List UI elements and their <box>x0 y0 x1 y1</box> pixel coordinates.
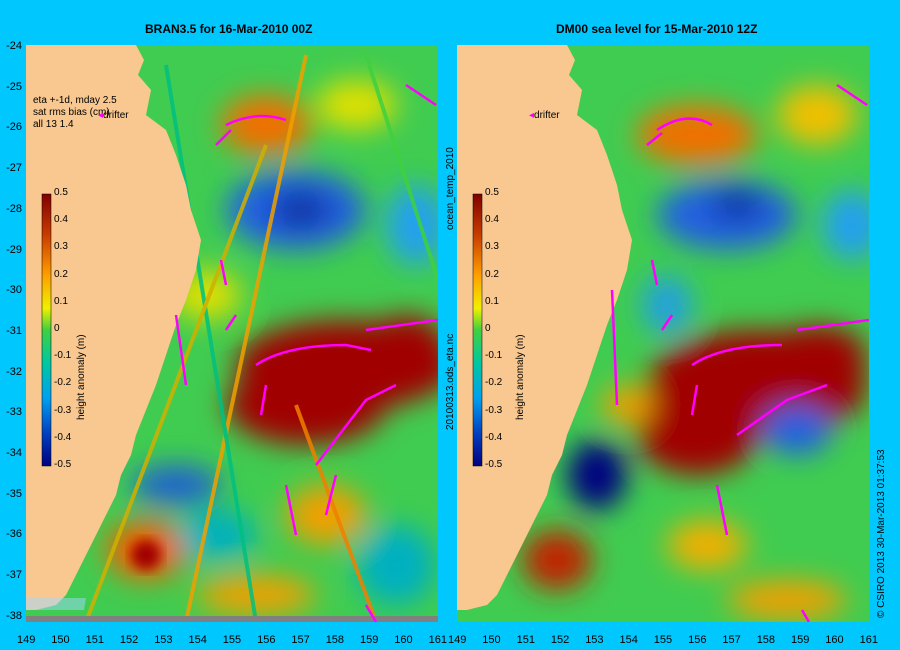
drifter-arrow-icon: ◂ <box>98 110 104 121</box>
colorbar <box>41 193 52 467</box>
x-tick-label: 159 <box>360 634 379 646</box>
drifter-tracks <box>174 83 438 622</box>
colorbar-tick-label: -0.2 <box>54 377 72 389</box>
y-tick-label: -38 <box>6 609 22 622</box>
drifter-legend-left: ◂drifter <box>98 110 129 122</box>
center-label-ods: 20100313.ods_eta.nc <box>445 333 456 430</box>
x-tick-label: 152 <box>119 634 139 646</box>
x-tick-label: 161 <box>859 634 878 646</box>
x-tick-label: 152 <box>550 634 570 646</box>
y-tick-label: -31 <box>6 324 22 337</box>
left-map-panel[interactable]: eta +-1d, mday 2.5 sat rms bias (cm) all… <box>26 45 438 622</box>
colorbar-tick-label: -0.3 <box>54 404 72 416</box>
x-tick-label: 150 <box>51 634 70 646</box>
colorbar-tick-label: 0.2 <box>485 268 499 280</box>
y-tick-label: -33 <box>6 406 22 419</box>
y-tick-label: -35 <box>6 487 22 500</box>
colorbar-tick-label: 0.2 <box>54 268 68 280</box>
x-tick-label: 157 <box>722 634 741 646</box>
copyright-label: © CSIRO 2013 30-Mar-2013 01:37:53 <box>876 449 887 618</box>
y-tick-label: -34 <box>6 447 22 459</box>
y-tick-label: -28 <box>6 202 22 215</box>
colorbar-tick-label: -0.5 <box>485 459 503 470</box>
colorbar-label-right: height anomaly (m) <box>515 334 526 420</box>
colorbar-tick-label: -0.2 <box>485 377 503 389</box>
drifter-legend-label: drifter <box>534 110 560 121</box>
colorbar-tick-label: -0.4 <box>54 431 72 443</box>
x-tick-label: 153 <box>154 634 173 646</box>
colorbar-tick-label: 0 <box>485 323 491 334</box>
x-tick-label: 161 <box>428 634 447 646</box>
x-tick-label: 156 <box>257 634 276 646</box>
x-tick-label: 159 <box>791 634 810 646</box>
y-tick-label: -32 <box>6 365 22 378</box>
colorbar-tick-label: -0.4 <box>485 431 503 443</box>
left-info-text: eta +-1d, mday 2.5 sat rms bias (cm) all… <box>33 95 117 131</box>
altimeter-tracks <box>84 54 438 622</box>
right-panel-title: DM00 sea level for 15-Mar-2010 12Z <box>556 22 758 36</box>
drifter-tracks <box>610 83 869 622</box>
y-tick-label: -25 <box>6 80 22 93</box>
colorbar-tick-label: 0.3 <box>485 241 499 253</box>
x-tick-label: 154 <box>619 634 638 646</box>
x-tick-label: 157 <box>291 634 310 646</box>
colorbar-tick-label: 0.3 <box>54 241 68 253</box>
x-tick-label: 158 <box>325 634 345 646</box>
x-tick-label: 158 <box>756 634 776 646</box>
colorbar-tick-label: -0.1 <box>54 350 72 362</box>
colorbar-label-left: height anomaly (m) <box>76 334 87 420</box>
y-tick-label: -29 <box>6 243 22 256</box>
right-map-svg <box>457 45 869 622</box>
colorbar-tick-label: 0 <box>54 323 60 334</box>
drifter-legend-label: drifter <box>103 110 129 121</box>
y-tick-label: -36 <box>6 528 22 541</box>
colorbar-tick-label: -0.5 <box>54 459 72 470</box>
colorbar-tick-label: 0.1 <box>54 295 68 307</box>
info-line: all 13 1.4 <box>33 119 74 130</box>
colorbar-tick-label: 0.5 <box>485 187 499 198</box>
drifter-arrow-icon: ◂ <box>529 110 535 121</box>
y-tick-label: -37 <box>6 569 22 582</box>
land-mass <box>26 45 201 610</box>
y-tick-label: -30 <box>6 284 22 297</box>
info-line: eta +-1d, mday 2.5 <box>33 95 117 106</box>
y-tick-label: -26 <box>6 121 22 134</box>
center-label-file: ocean_temp_2010 <box>445 147 456 230</box>
drifter-legend-right: ◂drifter <box>529 110 560 122</box>
colorbar-tick-label: 0.1 <box>485 295 499 307</box>
x-tick-label: 156 <box>688 634 707 646</box>
x-tick-label: 155 <box>222 634 242 646</box>
y-tick-label: -27 <box>6 162 22 175</box>
info-line: sat rms bias (cm) <box>33 107 110 118</box>
x-tick-label: 151 <box>516 634 535 646</box>
x-tick-label: 149 <box>448 634 467 646</box>
colorbar <box>472 193 483 467</box>
left-panel-title: BRAN3.5 for 16-Mar-2010 00Z <box>145 22 313 36</box>
colorbar-tick-label: 0.4 <box>54 214 68 226</box>
left-map-svg <box>26 45 438 622</box>
colorbar-tick-label: 0.5 <box>54 187 68 198</box>
x-tick-label: 149 <box>17 634 36 646</box>
colorbar-tick-label: 0.4 <box>485 214 499 226</box>
y-tick-label: -24 <box>6 40 22 52</box>
x-tick-label: 155 <box>653 634 673 646</box>
colorbar-tick-label: -0.3 <box>485 404 503 416</box>
x-tick-label: 160 <box>825 634 844 646</box>
right-map-panel[interactable]: ◂drifter 0.5 0.4 0.3 0.2 0.1 0 -0.1 -0.2 -0.3 -0.… <box>457 45 869 622</box>
land-mass <box>457 45 632 610</box>
x-tick-label: 151 <box>85 634 104 646</box>
sea-level-field <box>522 85 869 620</box>
x-tick-label: 150 <box>482 634 501 646</box>
x-tick-label: 160 <box>394 634 413 646</box>
colorbar-tick-label: -0.1 <box>485 350 503 362</box>
x-tick-label: 154 <box>188 634 207 646</box>
x-tick-label: 153 <box>585 634 604 646</box>
